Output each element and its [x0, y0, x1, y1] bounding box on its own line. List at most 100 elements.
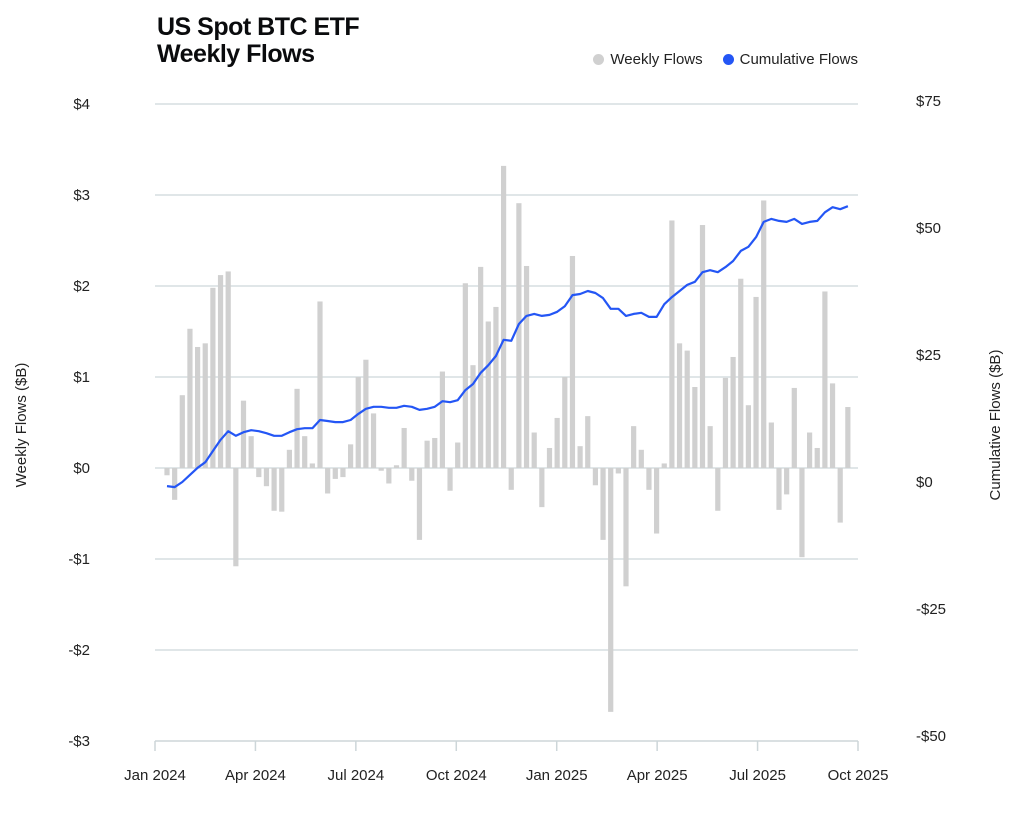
legend-label-cumulative: Cumulative Flows — [739, 51, 858, 68]
weekly-flow-bar — [302, 436, 308, 468]
y-left-tick-label: -$3 — [68, 733, 90, 750]
weekly-flow-bar — [416, 468, 423, 540]
weekly-flow-bar — [179, 395, 185, 468]
weekly-flow-bar — [309, 463, 315, 468]
weekly-flow-bar — [386, 468, 392, 484]
weekly-flow-bar — [715, 468, 721, 511]
weekly-flow-bar — [340, 468, 346, 478]
weekly-flow-bar — [523, 265, 530, 468]
weekly-flow-bar — [485, 321, 491, 468]
weekly-flow-bar — [325, 468, 331, 494]
weekly-flow-bar — [363, 359, 369, 468]
weekly-flow-bar — [600, 468, 606, 540]
y-right-tick-label: $0 — [916, 474, 933, 491]
weekly-flow-bar — [730, 356, 736, 468]
legend-item-weekly: Weekly Flows — [593, 51, 703, 68]
weekly-flow-bar — [837, 468, 843, 523]
weekly-flow-bar — [638, 449, 644, 468]
weekly-flow-bar — [378, 468, 384, 471]
y-left-tick-label: $2 — [73, 278, 90, 295]
y-right-tick-label: $25 — [916, 347, 941, 364]
weekly-flow-bar — [577, 446, 583, 468]
weekly-flow-bar — [187, 328, 193, 468]
weekly-flow-bar — [240, 400, 247, 468]
weekly-flow-bar — [799, 468, 805, 558]
y-left-tick-label: $0 — [73, 460, 90, 477]
weekly-flow-bar — [845, 407, 851, 468]
weekly-flow-bar — [829, 383, 836, 468]
y-left-tick-label: $1 — [73, 369, 90, 386]
weekly-flow-bar — [784, 468, 790, 495]
weekly-flow-bar — [822, 291, 828, 468]
weekly-flow-bar — [699, 225, 706, 468]
weekly-flow-bar — [692, 387, 698, 468]
weekly-flow-bar — [791, 387, 797, 468]
weekly-flow-bar — [317, 301, 323, 468]
chart-title-line-2: Weekly Flows — [157, 40, 315, 68]
weekly-flow-bar — [768, 422, 774, 468]
weekly-flow-bar — [478, 266, 484, 468]
weekly-flow-bar — [546, 447, 553, 468]
weekly-flow-bar — [432, 437, 438, 468]
x-tick-label: Oct 2025 — [828, 767, 889, 784]
weekly-flow-bar — [256, 468, 262, 478]
weekly-flow-bar — [263, 468, 270, 487]
weekly-flow-bar — [654, 468, 660, 534]
weekly-flow-bar — [501, 165, 507, 468]
legend: Weekly Flows Cumulative Flows — [593, 51, 858, 68]
x-tick-label: Jan 2025 — [526, 767, 588, 784]
weekly-flow-bar — [516, 203, 522, 468]
x-tick-label: Jul 2024 — [327, 767, 384, 784]
weekly-flow-bar — [539, 468, 545, 508]
legend-marker-cumulative — [722, 54, 734, 65]
weekly-flow-bar — [814, 447, 820, 468]
x-tick-label: Apr 2025 — [627, 767, 688, 784]
weekly-flow-bar — [615, 468, 621, 474]
weekly-flow-bar — [455, 442, 461, 468]
weekly-flow-bar — [592, 468, 598, 486]
legend-marker-weekly — [593, 54, 605, 65]
weekly-flow-bar — [370, 413, 377, 468]
x-tick-label: Jan 2024 — [124, 767, 186, 784]
weekly-flow-bar — [279, 468, 285, 512]
legend-label-weekly: Weekly Flows — [610, 51, 703, 68]
weekly-flow-bar — [661, 463, 667, 468]
weekly-flow-bar — [424, 440, 430, 468]
y-right-tick-label: $50 — [916, 220, 941, 237]
weekly-flow-bar — [172, 468, 178, 500]
weekly-flow-bar — [646, 468, 652, 490]
weekly-flow-bar — [332, 468, 338, 479]
weekly-flow-bar — [684, 350, 690, 468]
weekly-flow-bar — [393, 465, 400, 468]
weekly-flow-bar — [355, 377, 361, 468]
weekly-flow-bar — [631, 426, 637, 468]
weekly-flow-bar — [722, 377, 729, 468]
x-tick-label: Oct 2024 — [426, 767, 487, 784]
weekly-flow-bar — [707, 426, 713, 468]
chart-title: US Spot BTC ETF Weekly Flows — [157, 13, 360, 68]
weekly-flow-bar — [807, 432, 813, 468]
weekly-flow-bar — [248, 436, 254, 468]
weekly-flow-bar — [569, 255, 576, 468]
y-left-axis-title: Weekly Flows ($B) — [13, 363, 30, 488]
weekly-flow-bar — [470, 365, 476, 468]
weekly-flow-bar — [409, 468, 415, 481]
weekly-flow-bar — [738, 278, 744, 468]
weekly-flow-bar — [508, 468, 514, 490]
weekly-flow-bar — [447, 468, 453, 491]
weekly-flow-bar — [202, 343, 208, 468]
cumulative-flows-line — [166, 205, 849, 489]
weekly-flow-bar — [210, 287, 216, 468]
y-right-axis-title: Cumulative Flows ($B) — [987, 350, 1004, 501]
weekly-flow-bar — [233, 468, 239, 567]
y-left-tick-label: $3 — [73, 187, 90, 204]
weekly-flow-bar — [348, 444, 354, 468]
weekly-flow-bar — [493, 306, 499, 468]
weekly-flow-bar — [271, 468, 277, 511]
y-right-tick-label: -$50 — [916, 728, 946, 745]
chart-title-line-1: US Spot BTC ETF — [157, 13, 360, 41]
weekly-flow-bar — [585, 416, 591, 468]
y-left-tick-label: -$2 — [68, 642, 90, 659]
weekly-flow-bar — [776, 468, 782, 510]
